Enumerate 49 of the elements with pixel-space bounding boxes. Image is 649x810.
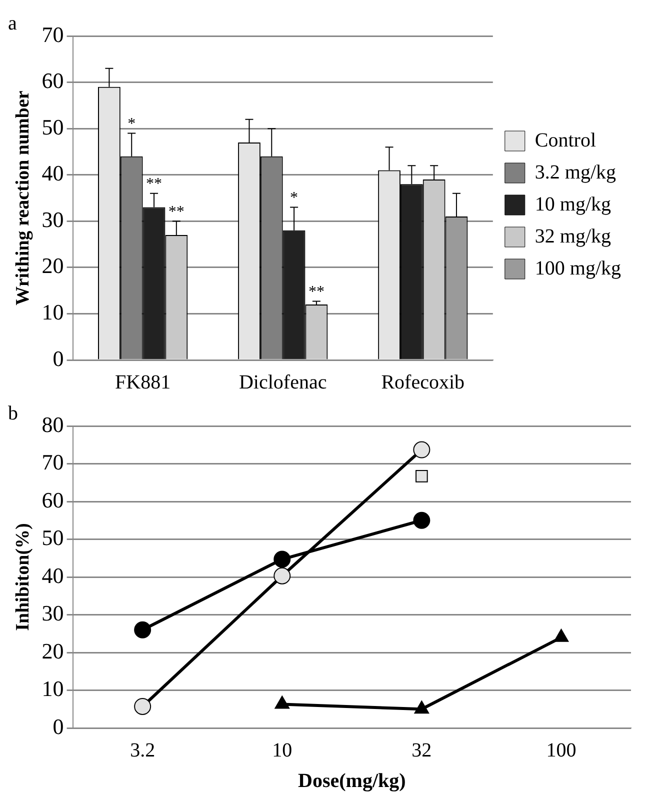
data-label: * (290, 189, 298, 206)
x-tick-label: 3.2 (130, 739, 156, 762)
x-tick-label: 10 (272, 739, 292, 762)
y-tick-label: 30 (42, 600, 64, 626)
y-axis-title: Inhibiton(%) (12, 523, 34, 631)
y-tick-label: 60 (42, 68, 64, 94)
point (274, 567, 291, 584)
x-axis-title: Dose(mg/kg) (298, 770, 406, 792)
x-tick-label: Diclofenac (238, 371, 327, 394)
legend-label: Control (534, 129, 596, 152)
data-label: ** (146, 176, 162, 193)
point (554, 628, 569, 642)
point (416, 470, 428, 482)
legend-label: 32 mg/kg (534, 225, 612, 248)
legend-label: 100 mg/kg (534, 257, 622, 280)
y-tick-label: 0 (52, 714, 64, 739)
point (134, 621, 152, 638)
y-tick-label: 10 (42, 676, 64, 702)
y-tick-label: 70 (42, 450, 64, 475)
x-tick-label: Rofecoxib (381, 371, 465, 394)
y-tick-label: 60 (42, 487, 64, 512)
y-tick-label: 80 (42, 412, 64, 437)
y-tick-label: 40 (42, 160, 64, 186)
y-tick-label: 40 (42, 562, 64, 588)
legend-label: 3.2 mg/kg (534, 161, 616, 184)
data-label: ** (308, 283, 324, 300)
data-label: * (128, 115, 136, 132)
y-tick-label: 30 (42, 206, 64, 232)
y-tick-label: 20 (42, 638, 64, 664)
data-label: ** (168, 203, 184, 220)
point (414, 700, 430, 714)
y-tick-label: 70 (42, 22, 64, 47)
point (413, 512, 430, 529)
point (274, 550, 291, 568)
point (274, 696, 290, 709)
y-tick-label: 50 (42, 114, 64, 140)
chart-title: a (8, 12, 17, 34)
x-tick-label: FK881 (115, 371, 171, 394)
chart-title: b (8, 402, 18, 424)
point (413, 441, 430, 458)
y-tick-label: 10 (42, 299, 64, 324)
point (134, 698, 152, 715)
legend-label: 10 mg/kg (534, 193, 612, 216)
y-tick-label: 20 (42, 253, 64, 278)
x-tick-label: 32 (412, 739, 432, 762)
y-tick-label: 0 (52, 346, 64, 371)
x-tick-label: 100 (546, 739, 576, 762)
y-axis-title: Writhing reaction number (12, 90, 34, 306)
y-tick-label: 50 (42, 525, 64, 550)
